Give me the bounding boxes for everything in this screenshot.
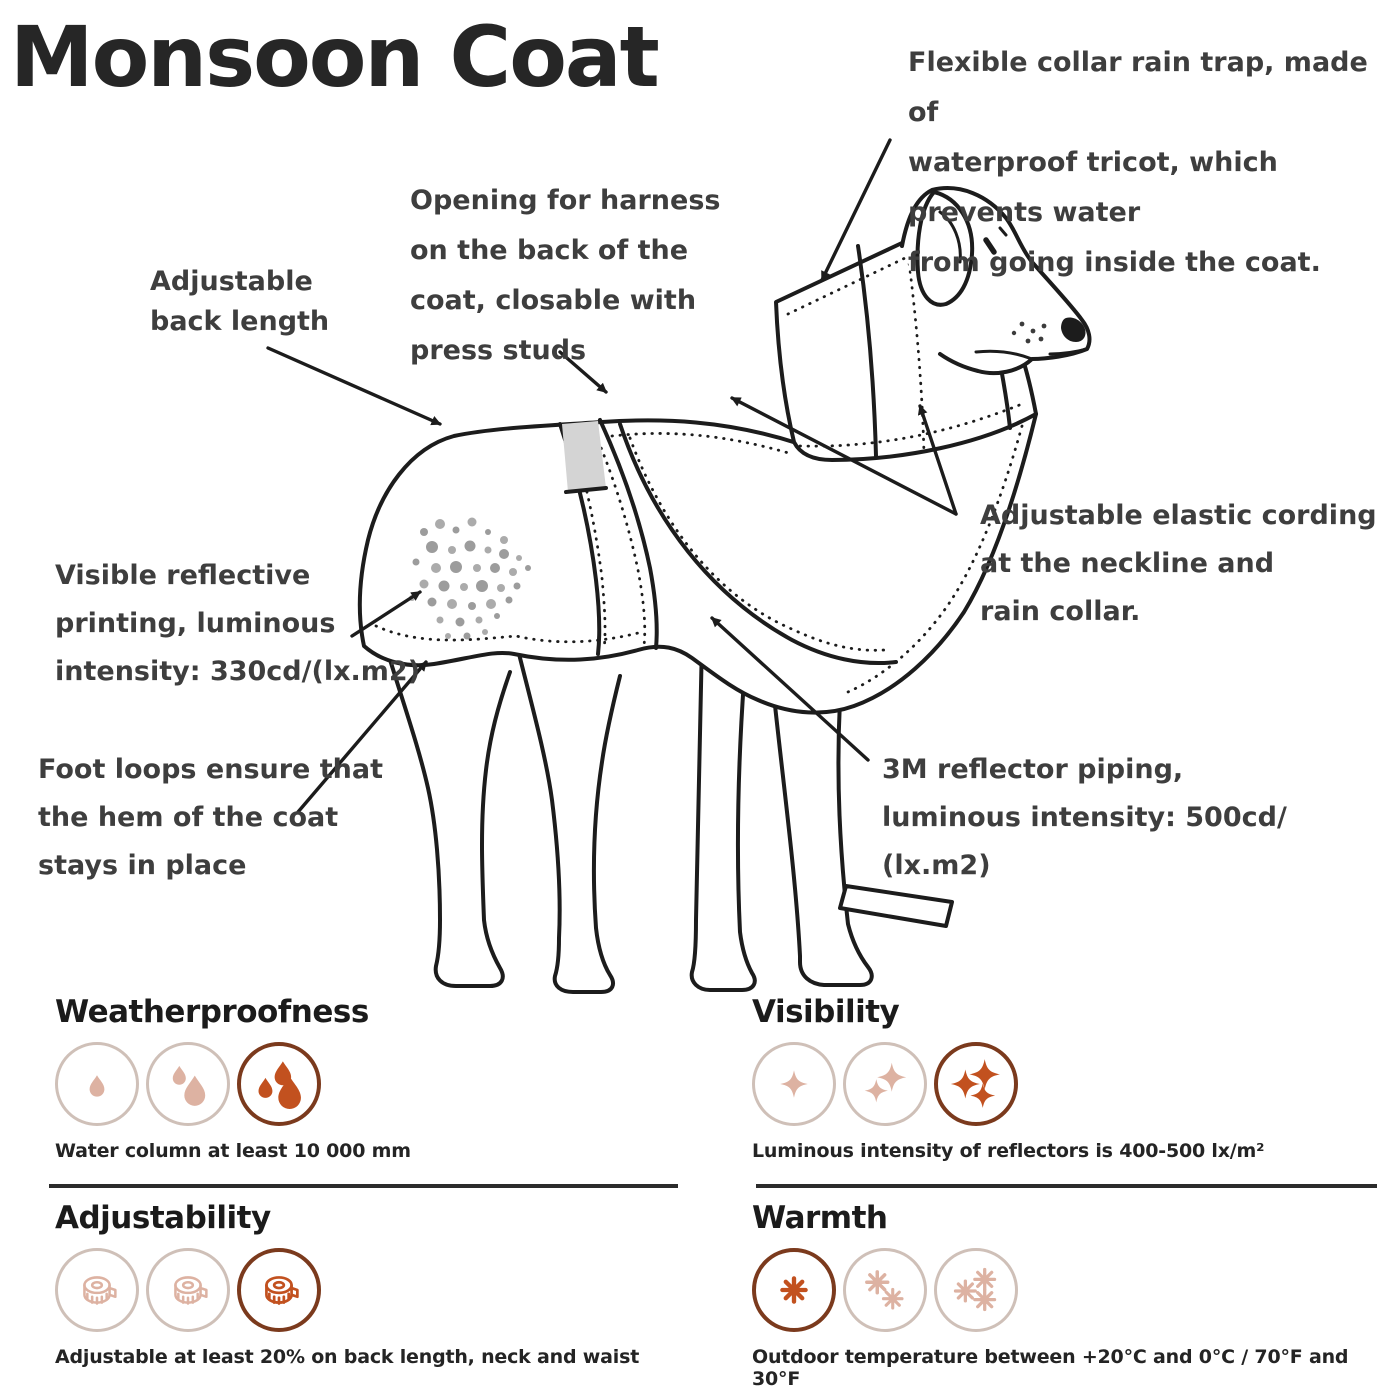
- note-collar-rain-trap: Flexible collar rain trap, made of water…: [908, 47, 1368, 278]
- rating-icons: [55, 1248, 700, 1332]
- note-harness-opening: Opening for harness on the back of the c…: [410, 185, 721, 366]
- sparkle-icon: [752, 1042, 836, 1126]
- annotation-arrow: [917, 404, 958, 516]
- harness-opening-strip: [562, 421, 606, 492]
- annotation-arrow: [730, 396, 958, 516]
- rating-icons: [752, 1248, 1397, 1332]
- annotation-arrow: [296, 660, 428, 814]
- measuring-tape-icon: [237, 1248, 321, 1332]
- measuring-tape-icon: [146, 1248, 230, 1332]
- rating-icons: [752, 1042, 1397, 1126]
- droplet-icon: [146, 1042, 230, 1126]
- section-divider: [49, 1184, 678, 1188]
- page-title: Monsoon Coat: [10, 8, 660, 106]
- note-elastic-cording: Adjustable elastic cording at the neckli…: [980, 500, 1377, 627]
- dog-nose: [1061, 317, 1086, 342]
- coat-body: [357, 412, 1038, 928]
- feature-caption: Adjustable at least 20% on back length, …: [55, 1346, 640, 1368]
- dog-head: [900, 186, 1092, 376]
- note-adjustable-back-length: Adjustable back length: [150, 266, 330, 337]
- reflective-print-patch: [409, 517, 531, 640]
- dog-legs: [382, 638, 874, 994]
- droplet-icon: [237, 1042, 321, 1126]
- feature-title: Adjustability: [55, 1200, 271, 1236]
- annotation-arrow: [820, 138, 892, 282]
- snowflake-icon: [752, 1248, 836, 1332]
- feature-weatherproofness: Weatherproofness Water column at least 1…: [55, 994, 700, 1162]
- sparkle-icon: [843, 1042, 927, 1126]
- whisker-dots: [1011, 321, 1047, 344]
- feature-caption: Outdoor temperature between +20°C and 0°…: [752, 1346, 1349, 1390]
- annotation-arrows: [266, 138, 958, 814]
- droplet-icon: [55, 1042, 139, 1126]
- measuring-tape-icon: [55, 1248, 139, 1332]
- annotation-arrow: [558, 350, 608, 394]
- dog-ear: [915, 190, 975, 307]
- feature-title: Weatherproofness: [55, 994, 369, 1030]
- feature-caption: Luminous intensity of reflectors is 400-…: [752, 1140, 1265, 1162]
- sparkle-icon: [934, 1042, 1018, 1126]
- annotation-arrow: [350, 590, 422, 638]
- snowflake-icon: [934, 1248, 1018, 1332]
- dog-eye: [983, 237, 997, 255]
- rating-icons: [55, 1042, 700, 1126]
- belly-strap: [838, 884, 954, 928]
- snowflake-icon: [843, 1248, 927, 1332]
- note-foot-loops: Foot loops ensure that the hem of the co…: [38, 754, 384, 881]
- annotation-arrow: [710, 616, 870, 762]
- feature-caption: Water column at least 10 000 mm: [55, 1140, 411, 1162]
- feature-visibility: Visibility Luminous intensity of reflect…: [752, 994, 1397, 1162]
- annotation-arrow: [266, 346, 442, 426]
- feature-title: Visibility: [752, 994, 900, 1030]
- note-reflective-printing: Visible reflective printing, luminous in…: [55, 560, 421, 687]
- feature-title: Warmth: [752, 1200, 888, 1236]
- section-divider: [756, 1184, 1377, 1188]
- feature-adjustability: Adjustability: [55, 1200, 700, 1368]
- note-reflector-piping: 3M reflector piping, luminous intensity:…: [882, 754, 1287, 881]
- feature-warmth: Warmth Outdoor temperature between +20°C…: [752, 1200, 1397, 1390]
